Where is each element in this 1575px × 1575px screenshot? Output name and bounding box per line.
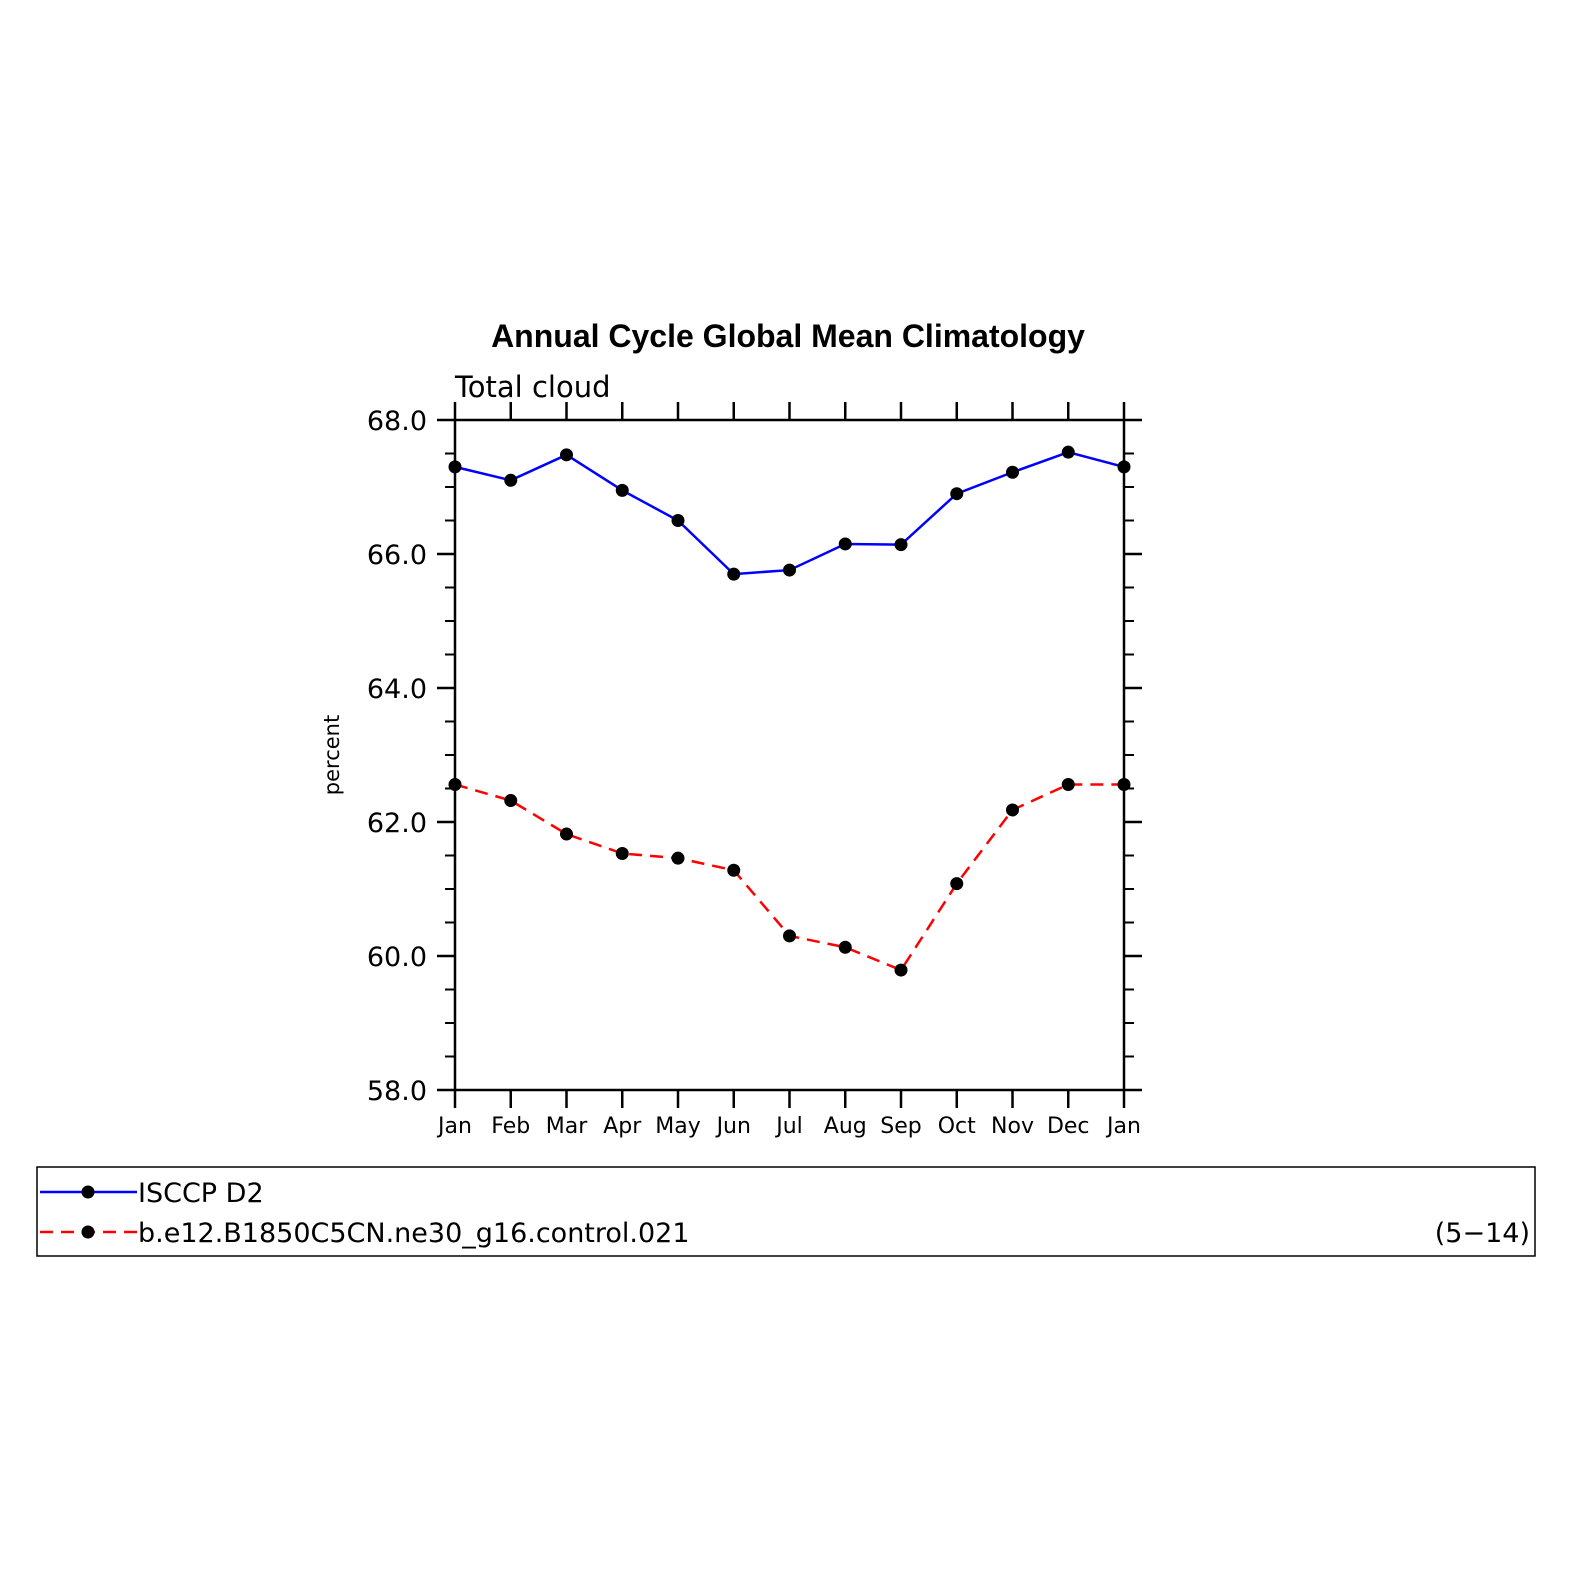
y-tick-label: 64.0 xyxy=(367,674,427,705)
series-2-point xyxy=(783,929,796,943)
series-1-point xyxy=(1006,465,1019,479)
series-2-point xyxy=(1117,777,1131,791)
series-2-point xyxy=(950,877,964,891)
series-1-point xyxy=(727,567,741,581)
series-1-point xyxy=(560,448,573,462)
x-tick-label: May xyxy=(655,1114,700,1139)
series-1-point xyxy=(783,563,796,577)
series-1-point xyxy=(950,487,964,501)
series-2-point xyxy=(560,827,573,841)
x-tick-label: Feb xyxy=(491,1114,530,1139)
series-2-point xyxy=(671,851,685,865)
legend-marker-2 xyxy=(81,1225,95,1239)
series-2-point xyxy=(838,940,852,954)
x-tick-label: Apr xyxy=(603,1114,642,1139)
legend-marker-1 xyxy=(81,1185,95,1199)
y-axis-label: percent xyxy=(320,715,344,795)
series-1-point xyxy=(615,483,629,497)
chart-title: Annual Cycle Global Mean Climatology xyxy=(491,318,1085,354)
series-2-point xyxy=(894,963,908,977)
series-2-point xyxy=(1006,803,1019,817)
series-1-point xyxy=(894,538,908,552)
legend: ISCCP D2 b.e12.B1850C5CN.ne30_g16.control… xyxy=(36,1166,1536,1257)
x-tick-label: Sep xyxy=(880,1114,921,1139)
series-line-1 xyxy=(454,450,1125,576)
series-1-point xyxy=(838,537,852,551)
legend-label-2: b.e12.B1850C5CN.ne30_g16.control.021 xyxy=(138,1218,690,1249)
series-1-point xyxy=(448,460,462,474)
series-1-point xyxy=(671,514,685,527)
y-tick-label: 60.0 xyxy=(367,942,427,973)
x-tick-label: Jul xyxy=(774,1114,803,1139)
x-tick-label: Dec xyxy=(1047,1114,1090,1139)
x-tick-label: Nov xyxy=(991,1114,1034,1139)
series-1-point xyxy=(504,473,518,487)
chart-subtitle: Total cloud xyxy=(454,370,610,404)
axes: 58.0 60.0 62.0 64.0 66.0 68.0 Jan Feb Mar Apr May J… xyxy=(367,402,1142,1139)
series-2-point xyxy=(727,863,741,877)
x-tick-label: Oct xyxy=(938,1114,976,1139)
series-2-point xyxy=(615,846,629,860)
y-tick-label: 58.0 xyxy=(367,1076,427,1107)
x-tick-label: Jan xyxy=(1105,1114,1141,1139)
y-tick-label: 62.0 xyxy=(367,808,427,839)
series-2-point xyxy=(1061,777,1075,791)
x-tick-label: Aug xyxy=(824,1114,867,1139)
series-2-point xyxy=(448,777,462,791)
x-tick-label: Jan xyxy=(436,1114,472,1139)
y-tick-label: 66.0 xyxy=(367,540,427,571)
y-tick-label: 68.0 xyxy=(367,406,427,437)
series-1-point xyxy=(1061,445,1075,459)
legend-annotation: (5−14) xyxy=(1435,1218,1530,1249)
legend-box xyxy=(36,1166,1536,1257)
plot-frame xyxy=(453,418,1126,1092)
legend-label-1: ISCCP D2 xyxy=(138,1178,264,1209)
series-layer xyxy=(448,445,1131,977)
x-tick-label: Jun xyxy=(715,1114,751,1139)
x-tick-label: Mar xyxy=(546,1114,588,1139)
series-2-point xyxy=(504,794,518,808)
series-1-point xyxy=(1117,460,1131,474)
